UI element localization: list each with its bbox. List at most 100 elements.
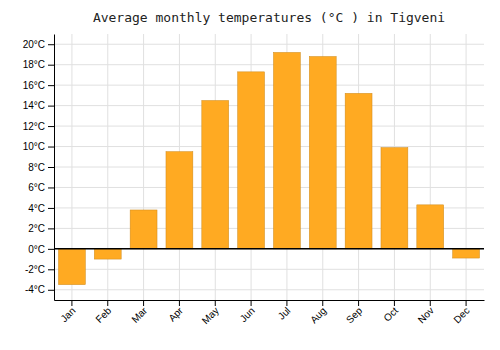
title: Average monthly temperatures (°C ) in Ti… — [93, 10, 445, 25]
grid-line-y — [54, 146, 484, 147]
x-tick-mark — [215, 300, 216, 306]
x-tick-mark — [358, 300, 359, 306]
y-tick-label: 10°C — [23, 141, 45, 152]
x-tick: Jun — [238, 300, 257, 324]
y-tick: 14°C — [23, 100, 54, 111]
y-tick: 0°C — [28, 244, 54, 255]
grid-line-y — [54, 105, 484, 106]
x-tick-label: Nov — [416, 305, 436, 325]
x-tick-label: Mar — [129, 304, 149, 324]
y-tick-mark — [48, 228, 54, 229]
y-tick-mark — [48, 269, 54, 270]
y-tick: 20°C — [23, 39, 54, 50]
y-tick: -2°C — [25, 264, 54, 275]
x-tick-label: Oct — [381, 305, 400, 324]
x-tick-mark — [143, 300, 144, 306]
x-tick: Feb — [93, 300, 113, 325]
x-tick: Dec — [451, 300, 471, 325]
y-tick-mark — [48, 290, 54, 291]
y-tick-label: 18°C — [23, 59, 45, 70]
bar-baseline — [54, 248, 484, 250]
x-tick: Nov — [416, 300, 436, 325]
x-tick-mark — [394, 300, 395, 306]
bar — [94, 249, 121, 259]
plot-area: -4°C -2°C 0°C 2°C 4°C 6°C 8°C 10°C 12°C 14°C 16°C 1… — [23, 34, 485, 326]
y-tick: 18°C — [23, 59, 54, 70]
x-tick-mark — [251, 300, 252, 306]
bar — [238, 72, 265, 249]
x-tick: Jan — [58, 300, 77, 324]
x-tick: Apr — [166, 300, 185, 324]
bar — [345, 93, 372, 249]
y-tick-label: -4°C — [25, 284, 45, 295]
x-tick-mark — [466, 300, 467, 306]
y-tick-mark — [48, 249, 54, 250]
y-tick-label: 6°C — [28, 182, 45, 193]
x-tick: Aug — [308, 300, 328, 325]
y-tick-mark — [48, 187, 54, 188]
y-tick-mark — [48, 106, 54, 107]
y-tick-label: 4°C — [28, 203, 45, 214]
y-tick-mark — [48, 44, 54, 45]
y-tick-mark — [48, 147, 54, 148]
grid-line-x — [107, 34, 108, 300]
grid-line-y — [54, 64, 484, 65]
bar — [166, 152, 193, 249]
bar — [273, 52, 300, 248]
x-tick-label: May — [200, 305, 221, 326]
y-tick: 2°C — [28, 223, 54, 234]
bars — [54, 52, 484, 284]
x-tick: Mar — [129, 300, 149, 325]
x-tick: Oct — [381, 300, 400, 324]
x-tick-mark — [107, 300, 108, 306]
y-tick: 12°C — [23, 121, 54, 132]
bar — [417, 205, 444, 249]
x-tick-mark — [179, 300, 180, 306]
x-tick-label: Dec — [451, 305, 471, 325]
x-tick-mark — [286, 300, 287, 306]
y-tick-mark — [48, 85, 54, 86]
x-tick-label: Jul — [276, 305, 293, 322]
grid-line-x — [466, 34, 467, 300]
y-tick-mark — [48, 167, 54, 168]
y-tick: 16°C — [23, 80, 54, 91]
grid-line-y — [54, 187, 484, 188]
x-tick-label: Apr — [166, 304, 185, 323]
chart: -4°C -2°C 0°C 2°C 4°C 6°C 8°C 10°C 12°C 14°C 16°C 1… — [0, 0, 500, 350]
y-tick: 10°C — [23, 141, 54, 152]
grid-line-y — [54, 44, 484, 45]
y-tick-label: -2°C — [25, 264, 45, 275]
bar — [130, 210, 157, 249]
y-tick: 8°C — [28, 162, 54, 173]
x-tick-label: Jan — [58, 305, 77, 324]
grid-line-y — [54, 126, 484, 127]
x-tick-label: Sep — [344, 305, 365, 326]
y-axis: -4°C -2°C 0°C 2°C 4°C 6°C 8°C 10°C 12°C 14°C 16°C 1… — [23, 35, 55, 301]
grid-line-y — [54, 269, 484, 270]
x-tick: Sep — [344, 300, 365, 325]
y-tick-label: 2°C — [28, 223, 45, 234]
x-tick-label: Jun — [238, 305, 257, 324]
y-tick-label: 16°C — [23, 80, 45, 91]
grid-line-y — [54, 248, 484, 249]
x-tick-label: Feb — [93, 305, 113, 325]
y-tick-label: 14°C — [23, 100, 45, 111]
y-tick-label: 20°C — [23, 39, 45, 50]
y-tick: 4°C — [28, 203, 54, 214]
bar — [309, 57, 336, 249]
bar — [381, 148, 408, 249]
x-tick-label: Aug — [308, 305, 328, 325]
grid-line-y — [54, 167, 484, 168]
x-tick: May — [200, 300, 221, 326]
y-tick-mark — [48, 208, 54, 209]
x-tick-mark — [430, 300, 431, 306]
y-tick-label: 12°C — [23, 121, 45, 132]
y-tick: -4°C — [25, 284, 54, 295]
x-tick: Jul — [276, 300, 293, 322]
y-axis-line — [54, 35, 55, 301]
x-tick-mark — [322, 300, 323, 306]
grid-line-y — [54, 289, 484, 290]
grid — [54, 34, 484, 300]
y-tick-mark — [48, 126, 54, 127]
y-tick-label: 0°C — [28, 244, 45, 255]
